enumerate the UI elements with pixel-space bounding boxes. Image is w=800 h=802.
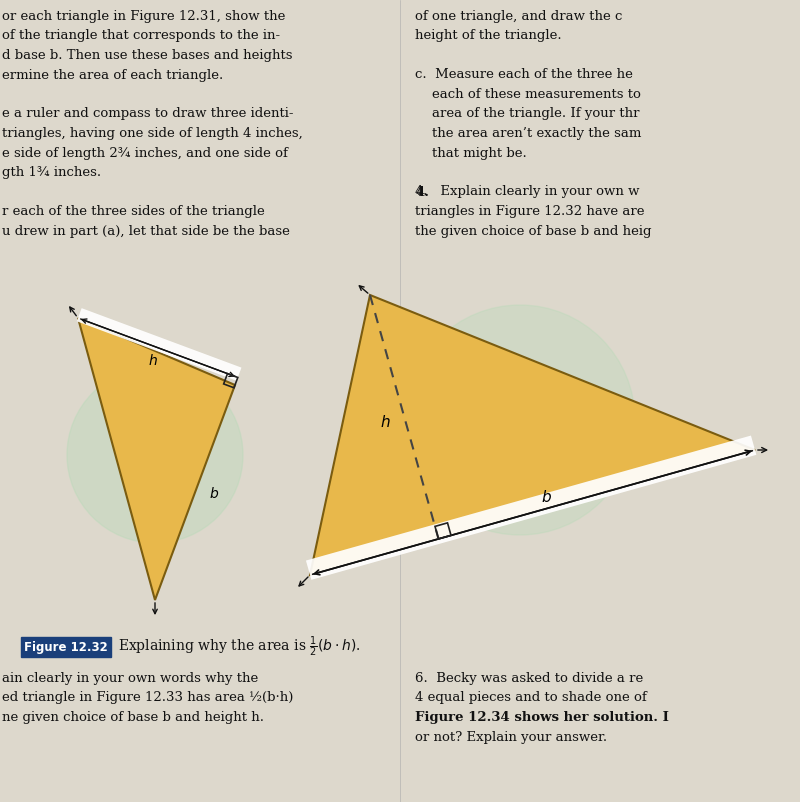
Text: d base b. Then use these bases and heights: d base b. Then use these bases and heigh… [2, 49, 293, 62]
Text: u drew in part (a), let that side be the base: u drew in part (a), let that side be the… [2, 225, 290, 237]
Text: e side of length 2¾ inches, and one side of: e side of length 2¾ inches, and one side… [2, 147, 288, 160]
Text: triangles in Figure 12.32 have are: triangles in Figure 12.32 have are [415, 205, 645, 218]
Text: c.  Measure each of the three he: c. Measure each of the three he [415, 68, 633, 82]
Text: ermine the area of each triangle.: ermine the area of each triangle. [2, 68, 223, 82]
Text: 4.   Explain clearly in your own w: 4. Explain clearly in your own w [415, 185, 639, 199]
Text: area of the triangle. If your thr: area of the triangle. If your thr [415, 107, 639, 120]
Text: or each triangle in Figure 12.31, show the: or each triangle in Figure 12.31, show t… [2, 10, 286, 23]
Text: Figure 12.32: Figure 12.32 [24, 641, 108, 654]
Polygon shape [78, 318, 235, 600]
Text: 4 equal pieces and to shade one of: 4 equal pieces and to shade one of [415, 691, 646, 704]
Text: of the triangle that corresponds to the in-: of the triangle that corresponds to the … [2, 30, 280, 43]
Text: r each of the three sides of the triangle: r each of the three sides of the triangl… [2, 205, 265, 218]
Text: Explaining why the area is $\frac{1}{2}(b \cdot h)$.: Explaining why the area is $\frac{1}{2}(… [118, 635, 361, 659]
FancyBboxPatch shape [21, 637, 111, 657]
Text: b: b [542, 489, 551, 504]
Text: ain clearly in your own words why the: ain clearly in your own words why the [2, 672, 258, 685]
Polygon shape [310, 295, 755, 575]
Polygon shape [77, 308, 242, 381]
Text: gth 1¾ inches.: gth 1¾ inches. [2, 166, 101, 179]
Text: h: h [380, 415, 390, 430]
Text: the area aren’t exactly the sam: the area aren’t exactly the sam [415, 127, 642, 140]
Circle shape [67, 367, 243, 543]
Text: triangles, having one side of length 4 inches,: triangles, having one side of length 4 i… [2, 127, 302, 140]
Text: e a ruler and compass to draw three identi-: e a ruler and compass to draw three iden… [2, 107, 294, 120]
Text: 4.: 4. [415, 185, 429, 199]
Text: ne given choice of base b and height h.: ne given choice of base b and height h. [2, 711, 264, 724]
Text: the given choice of base b and heig: the given choice of base b and heig [415, 225, 651, 237]
Text: Figure 12.34 shows her solution. I: Figure 12.34 shows her solution. I [415, 711, 669, 724]
Text: 6.  Becky was asked to divide a re: 6. Becky was asked to divide a re [415, 672, 643, 685]
Text: height of the triangle.: height of the triangle. [415, 30, 562, 43]
Text: of one triangle, and draw the c: of one triangle, and draw the c [415, 10, 622, 23]
Text: or not? Explain your answer.: or not? Explain your answer. [415, 731, 607, 743]
Polygon shape [306, 435, 756, 580]
Text: ed triangle in Figure 12.33 has area ½(b·h): ed triangle in Figure 12.33 has area ½(b… [2, 691, 294, 704]
Text: h: h [149, 354, 158, 368]
Text: that might be.: that might be. [415, 147, 526, 160]
Text: b: b [209, 487, 218, 500]
Text: each of these measurements to: each of these measurements to [415, 88, 641, 101]
Circle shape [405, 305, 635, 535]
